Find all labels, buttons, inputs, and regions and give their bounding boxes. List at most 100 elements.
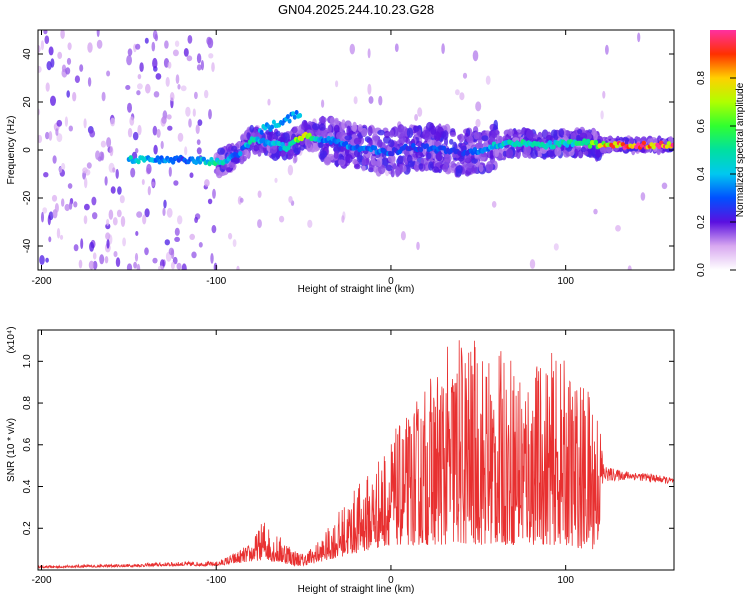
noise-blob [45,82,50,92]
noise-blob [181,263,187,270]
noise-blob [110,117,116,127]
noise-blob [112,217,118,226]
spectral-cloud-blob [379,142,386,150]
chart-title: GN04.2025.244.10.23.G28 [278,2,434,17]
spectral-cloud-blob [336,132,342,140]
spectral-cloud-blob [593,131,598,142]
y-tick-label: 0.8 [22,396,33,410]
noise-blob [605,44,609,55]
noise-blob [113,251,118,258]
noise-blob [459,92,465,101]
noise-blob [321,99,325,108]
spectral-cloud-blob [526,129,534,140]
spectral-cloud-blob [262,145,267,154]
spectral-cloud-blob [344,120,352,129]
noise-blob [78,259,83,269]
noise-blob [187,35,193,44]
spectral-cloud-blob [318,130,324,137]
spectral-cloud-blob [384,130,391,139]
spectral-cloud-blob [405,137,411,144]
noise-blob [207,198,213,205]
noise-blob [204,89,209,99]
noise-blob [167,61,172,69]
spectral-cloud-blob [371,133,379,143]
noise-blob [191,251,197,259]
noise-blob [104,256,109,264]
spectral-cloud-blob [312,123,320,131]
ridge-point [261,137,266,143]
noise-blob [38,65,42,73]
y-tick-label: -40 [22,238,33,253]
noise-blob [41,211,44,223]
noise-blob [92,260,98,270]
noise-blob [122,237,126,247]
snr-y-axis-label: SNR (10 * v/v) [6,418,17,482]
noise-blob [152,125,158,136]
ridge-branch-point [298,113,303,118]
spectral-cloud-blob [246,132,251,140]
noise-blob [109,145,114,157]
ridge-branch-point [285,114,290,120]
noise-blob [491,201,497,208]
noise-blob [99,254,105,265]
x-tick-label: 100 [557,575,574,586]
noise-blob [211,62,215,73]
noise-blob [153,91,160,98]
noise-blob [92,252,97,260]
spectral-cloud-blob [449,131,457,137]
spectral-cloud-blob [367,125,373,137]
noise-blob [175,74,180,84]
spectral-cloud-blob [377,129,385,136]
x-tick-label: 100 [557,276,574,287]
noise-blob [279,215,285,223]
x-tick-label: -100 [206,575,226,586]
noise-blob [135,43,141,50]
spectral-cloud-blob [329,116,335,125]
noise-blob [95,150,101,160]
ridge-point [418,147,424,153]
noise-blob [86,162,92,169]
noise-blob [341,215,345,223]
spectral-cloud-blob [352,158,358,165]
noise-blob [177,215,183,225]
noise-blob [106,239,110,249]
noise-blob [661,182,668,190]
noise-blob [615,225,621,232]
spectral-cloud-blob [286,148,294,157]
noise-blob [173,180,179,186]
ridge-point [326,135,331,142]
spectral-cloud-blob [390,168,395,178]
spectral-cloud-blob [323,156,332,166]
spectral-cloud-blob [458,133,465,143]
spectral-cloud-blob [303,120,308,129]
noise-blob [87,42,93,53]
ridge-point [664,144,670,149]
spectral-cloud-blob [345,154,353,164]
spectrogram-x-ticks: -200 -100 0 100 [31,30,574,287]
noise-blob [163,199,167,209]
spectral-cloud-blob [353,163,361,170]
noise-blob [472,50,479,62]
spectral-cloud-blob [319,150,328,159]
spectral-cloud-blob [387,154,396,163]
noise-blob [55,128,59,136]
noise-blob [188,118,192,128]
snr-y-ticks: 0.2 0.4 0.6 0.8 1.0 [22,354,674,535]
ridge-branch-point [259,129,264,135]
noise-blob [228,232,233,240]
spectral-cloud-blob [570,132,577,142]
noise-blob [72,91,77,102]
noise-blob [126,55,132,66]
noise-blob [204,179,210,187]
spectral-cloud-blob [389,129,395,138]
x-tick-label: -100 [206,276,226,287]
spectral-cloud-blob [402,126,408,137]
spectral-cloud-blob [595,148,601,158]
noise-blob [60,30,65,39]
noise-blob [602,90,606,99]
ridge-point [641,140,647,146]
noise-blob [144,37,149,44]
spectral-cloud-blob [418,163,424,170]
spectral-cloud-blob [361,127,368,137]
spectral-cloud-blob [327,124,332,134]
